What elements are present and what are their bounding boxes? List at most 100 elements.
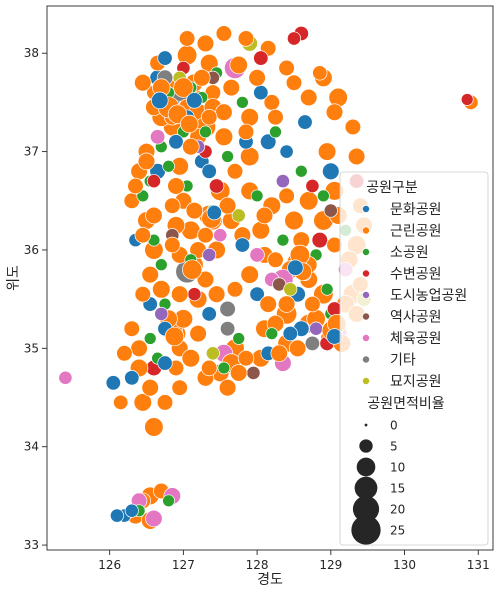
scatter-point	[182, 259, 203, 280]
scatter-point	[157, 355, 173, 371]
scatter-point	[173, 77, 194, 98]
legend-label: 역사공원	[390, 310, 442, 326]
legend-label: 체육공원	[390, 331, 442, 347]
legend-box	[339, 171, 489, 546]
scatter-point	[234, 237, 251, 253]
legend-label: 소공원	[390, 245, 429, 261]
x-tick-label: 130	[393, 558, 416, 572]
scatter-point	[124, 370, 140, 386]
scatter-point	[178, 30, 196, 47]
scatter-point	[236, 96, 249, 109]
scatter-point	[226, 281, 244, 298]
scatter-point	[312, 65, 328, 81]
scatter-point	[193, 69, 211, 87]
scatter-point	[196, 34, 215, 53]
scatter-point	[240, 265, 259, 284]
scatter-point	[123, 320, 140, 337]
scatter-point	[105, 375, 121, 391]
scatter-point	[205, 346, 220, 361]
scatter-point	[202, 247, 217, 262]
scatter-point	[219, 321, 236, 337]
scatter-point	[162, 494, 175, 508]
scatter-point	[260, 133, 277, 150]
scatter-point	[170, 285, 189, 303]
scatter-point	[347, 147, 366, 166]
scatter-point	[201, 109, 218, 126]
scatter-point	[285, 74, 303, 91]
scatter-point	[217, 361, 231, 375]
scatter-point	[311, 231, 328, 249]
scatter-point	[304, 295, 321, 313]
legend-size-marker	[364, 423, 368, 427]
legend-size-marker	[359, 439, 373, 453]
legend-marker	[362, 291, 370, 299]
scatter-point	[171, 379, 188, 396]
scatter-point	[237, 350, 255, 367]
scatter-point	[279, 144, 294, 159]
legend-size-label: 25	[390, 524, 405, 538]
legend-label: 수변공원	[390, 267, 442, 283]
scatter-point	[286, 31, 302, 46]
legend-size-marker	[351, 515, 381, 545]
scatter-point	[249, 286, 265, 302]
y-tick-label: 36	[24, 243, 39, 257]
legend-hue-title: 공원구분	[366, 180, 418, 196]
scatter-point	[278, 59, 295, 77]
scatter-point	[276, 233, 290, 247]
scatter-point	[213, 228, 228, 243]
scatter-point	[251, 221, 271, 240]
scatter-point	[299, 191, 319, 211]
legend-marker	[362, 334, 370, 342]
scatter-point	[187, 287, 202, 302]
legend-size-items: 0 5 10 15 20 25	[351, 419, 405, 545]
x-tick-label: 129	[319, 558, 342, 572]
scatter-point	[294, 164, 308, 178]
scatter-point	[287, 259, 304, 276]
scatter-point	[218, 196, 237, 215]
scatter-point	[229, 55, 248, 75]
y-tick-label: 33	[24, 538, 39, 552]
scatter-point	[164, 236, 181, 254]
scatter-point	[250, 189, 264, 203]
x-tick-label: 127	[172, 558, 195, 572]
scatter-point	[222, 78, 241, 97]
scatter-point	[232, 332, 246, 345]
scatter-point	[297, 114, 313, 130]
legend-size-label: 0	[390, 419, 398, 433]
scatter-point	[109, 508, 125, 523]
scatter-point	[229, 364, 248, 382]
x-axis-label: 경도	[257, 572, 283, 588]
scatter-point	[58, 370, 73, 385]
y-tick-label: 35	[24, 341, 39, 355]
y-tick-label: 37	[24, 145, 39, 159]
scatter-point	[151, 91, 169, 110]
scatter-point	[237, 123, 255, 141]
scatter-point	[144, 417, 164, 437]
legend-label: 도시농업공원	[390, 288, 467, 304]
scatter-point	[299, 88, 318, 107]
scatter-point	[317, 142, 337, 161]
scatter-point	[181, 348, 201, 368]
scatter-point	[270, 344, 288, 363]
scatter-point	[201, 306, 217, 322]
scatter-point	[259, 295, 277, 313]
scatter-point	[323, 203, 338, 218]
scatter-point	[149, 129, 166, 145]
scatter-point	[207, 285, 226, 303]
scatter-point	[164, 326, 185, 347]
scatter-point	[288, 339, 307, 358]
scatter-point	[189, 324, 207, 343]
legend-marker	[362, 269, 370, 278]
scatter-point	[137, 152, 156, 171]
legend-size-marker	[354, 476, 378, 500]
y-axis-label: 위도	[6, 265, 22, 291]
scatter-point	[218, 378, 237, 397]
scatter-point	[221, 150, 234, 163]
scatter-point	[248, 69, 266, 87]
scatter-point	[246, 365, 261, 380]
scatter-point	[164, 197, 181, 214]
scatter-point	[124, 503, 139, 518]
scatter-point	[304, 335, 321, 352]
scatter-point	[326, 301, 343, 317]
